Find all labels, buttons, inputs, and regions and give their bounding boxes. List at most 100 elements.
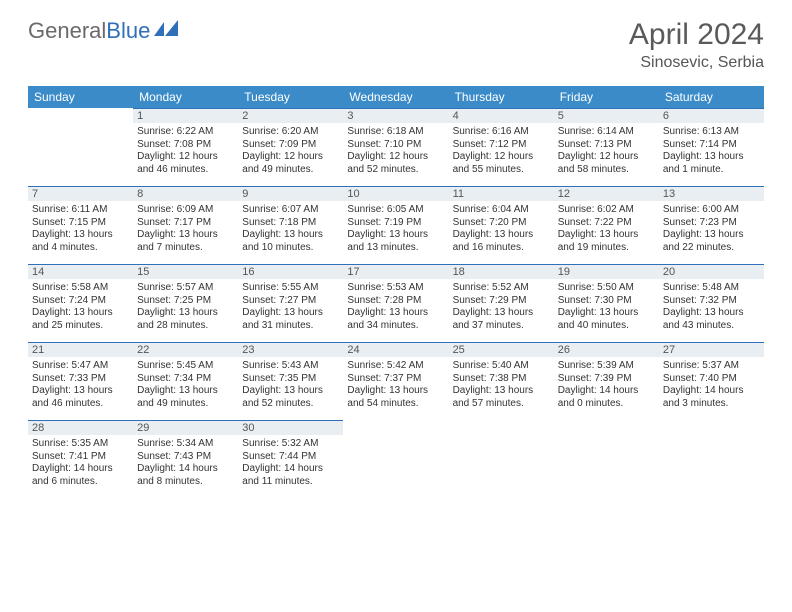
sunset-line: Sunset: 7:08 PM: [137, 139, 234, 152]
sunrise-line: Sunrise: 5:52 AM: [453, 282, 550, 295]
sunset-line: Sunset: 7:19 PM: [347, 217, 444, 230]
calendar-cell: 25Sunrise: 5:40 AMSunset: 7:38 PMDayligh…: [449, 342, 554, 420]
sunset-line: Sunset: 7:09 PM: [242, 139, 339, 152]
sunrise-line: Sunrise: 6:16 AM: [453, 126, 550, 139]
sunrise-line: Sunrise: 5:58 AM: [32, 282, 129, 295]
calendar-cell: 28Sunrise: 5:35 AMSunset: 7:41 PMDayligh…: [28, 420, 133, 498]
day-number: 23: [238, 343, 343, 357]
day-number: 25: [449, 343, 554, 357]
weekday-header: Sunday: [28, 86, 133, 108]
day-number: 21: [28, 343, 133, 357]
calendar-week-row: 21Sunrise: 5:47 AMSunset: 7:33 PMDayligh…: [28, 342, 764, 420]
daylight-line: Daylight: 13 hours and 13 minutes.: [347, 229, 444, 254]
brand-part1: General: [28, 18, 106, 44]
sunset-line: Sunset: 7:17 PM: [137, 217, 234, 230]
calendar-cell: 4 Sunrise: 6:16 AMSunset: 7:12 PMDaylight…: [449, 108, 554, 186]
day-number: 24: [343, 343, 448, 357]
calendar-cell: 5Sunrise: 6:14 AMSunset: 7:13 PMDaylight…: [554, 108, 659, 186]
day-number: 26: [554, 343, 659, 357]
calendar-cell: 30Sunrise: 5:32 AMSunset: 7:44 PMDayligh…: [238, 420, 343, 498]
calendar-cell: 24Sunrise: 5:42 AMSunset: 7:37 PMDayligh…: [343, 342, 448, 420]
daylight-line: Daylight: 14 hours and 6 minutes.: [32, 463, 129, 488]
daylight-line: Daylight: 13 hours and 49 minutes.: [137, 385, 234, 410]
calendar-cell: [659, 420, 764, 498]
daylight-line: Daylight: 13 hours and 19 minutes.: [558, 229, 655, 254]
day-number: 18: [449, 265, 554, 279]
sunset-line: Sunset: 7:25 PM: [137, 295, 234, 308]
daylight-line: Daylight: 13 hours and 4 minutes.: [32, 229, 129, 254]
sunset-line: Sunset: 7:29 PM: [453, 295, 550, 308]
sunrise-line: Sunrise: 6:11 AM: [32, 204, 129, 217]
daylight-line: Daylight: 13 hours and 52 minutes.: [242, 385, 339, 410]
day-number: 28: [28, 421, 133, 435]
sunrise-line: Sunrise: 6:22 AM: [137, 126, 234, 139]
day-number: 27: [659, 343, 764, 357]
sunset-line: Sunset: 7:12 PM: [453, 139, 550, 152]
sunrise-line: Sunrise: 5:57 AM: [137, 282, 234, 295]
daylight-line: Daylight: 14 hours and 8 minutes.: [137, 463, 234, 488]
sunrise-line: Sunrise: 5:48 AM: [663, 282, 760, 295]
calendar-cell: 6Sunrise: 6:13 AMSunset: 7:14 PMDaylight…: [659, 108, 764, 186]
day-number: 30: [238, 421, 343, 435]
daylight-line: Daylight: 12 hours and 55 minutes.: [453, 151, 550, 176]
sunset-line: Sunset: 7:20 PM: [453, 217, 550, 230]
daylight-line: Daylight: 13 hours and 57 minutes.: [453, 385, 550, 410]
calendar-cell: 11Sunrise: 6:04 AMSunset: 7:20 PMDayligh…: [449, 186, 554, 264]
location: Sinosevic, Serbia: [629, 54, 764, 72]
weekday-header: Friday: [554, 86, 659, 108]
daylight-line: Daylight: 13 hours and 1 minute.: [663, 151, 760, 176]
daylight-line: Daylight: 13 hours and 43 minutes.: [663, 307, 760, 332]
calendar-cell: 9Sunrise: 6:07 AMSunset: 7:18 PMDaylight…: [238, 186, 343, 264]
sunrise-line: Sunrise: 5:34 AM: [137, 438, 234, 451]
day-number: 15: [133, 265, 238, 279]
day-number: 2: [238, 109, 343, 123]
sunset-line: Sunset: 7:23 PM: [663, 217, 760, 230]
sunset-line: Sunset: 7:43 PM: [137, 451, 234, 464]
daylight-line: Daylight: 13 hours and 16 minutes.: [453, 229, 550, 254]
sunrise-line: Sunrise: 5:35 AM: [32, 438, 129, 451]
sunrise-line: Sunrise: 5:47 AM: [32, 360, 129, 373]
calendar-cell: 19Sunrise: 5:50 AMSunset: 7:30 PMDayligh…: [554, 264, 659, 342]
day-number: 4: [449, 109, 554, 123]
day-number: 5: [554, 109, 659, 123]
flag-icon: [154, 18, 180, 44]
sunset-line: Sunset: 7:28 PM: [347, 295, 444, 308]
calendar-cell: 10Sunrise: 6:05 AMSunset: 7:19 PMDayligh…: [343, 186, 448, 264]
sunrise-line: Sunrise: 6:20 AM: [242, 126, 339, 139]
sunrise-line: Sunrise: 5:39 AM: [558, 360, 655, 373]
day-number: 10: [343, 187, 448, 201]
daylight-line: Daylight: 14 hours and 11 minutes.: [242, 463, 339, 488]
sunset-line: Sunset: 7:10 PM: [347, 139, 444, 152]
day-number: 14: [28, 265, 133, 279]
sunset-line: Sunset: 7:38 PM: [453, 373, 550, 386]
day-number: 13: [659, 187, 764, 201]
calendar-cell: 20Sunrise: 5:48 AMSunset: 7:32 PMDayligh…: [659, 264, 764, 342]
weekday-header: Saturday: [659, 86, 764, 108]
brand-part2: Blue: [106, 18, 150, 44]
day-number: 7: [28, 187, 133, 201]
sunset-line: Sunset: 7:24 PM: [32, 295, 129, 308]
daylight-line: Daylight: 13 hours and 40 minutes.: [558, 307, 655, 332]
daylight-line: Daylight: 13 hours and 7 minutes.: [137, 229, 234, 254]
brand-logo: GeneralBlue: [28, 18, 180, 44]
day-number: 11: [449, 187, 554, 201]
calendar-cell: 7Sunrise: 6:11 AMSunset: 7:15 PMDaylight…: [28, 186, 133, 264]
month-title: April 2024: [629, 18, 764, 52]
daylight-line: Daylight: 13 hours and 22 minutes.: [663, 229, 760, 254]
calendar-cell: 3Sunrise: 6:18 AMSunset: 7:10 PMDaylight…: [343, 108, 448, 186]
sunrise-line: Sunrise: 6:14 AM: [558, 126, 655, 139]
daylight-line: Daylight: 14 hours and 3 minutes.: [663, 385, 760, 410]
weekday-header: Thursday: [449, 86, 554, 108]
calendar-cell: 27Sunrise: 5:37 AMSunset: 7:40 PMDayligh…: [659, 342, 764, 420]
calendar-cell: [343, 420, 448, 498]
calendar-cell: 23Sunrise: 5:43 AMSunset: 7:35 PMDayligh…: [238, 342, 343, 420]
day-number: 22: [133, 343, 238, 357]
weekday-header: Monday: [133, 86, 238, 108]
sunset-line: Sunset: 7:14 PM: [663, 139, 760, 152]
calendar-cell: 15Sunrise: 5:57 AMSunset: 7:25 PMDayligh…: [133, 264, 238, 342]
calendar-cell: [449, 420, 554, 498]
calendar-cell: 1Sunrise: 6:22 AMSunset: 7:08 PMDaylight…: [133, 108, 238, 186]
calendar-week-row: 14 Sunrise: 5:58 AMSunset: 7:24 PM Dayligh…: [28, 264, 764, 342]
sunset-line: Sunset: 7:13 PM: [558, 139, 655, 152]
day-number: 6: [659, 109, 764, 123]
